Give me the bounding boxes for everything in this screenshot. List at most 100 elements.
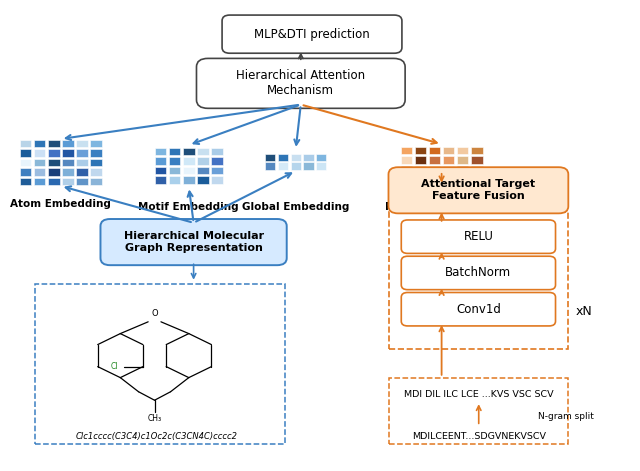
FancyBboxPatch shape [169,157,180,165]
Text: Cl: Cl [111,362,118,371]
FancyBboxPatch shape [62,168,74,176]
FancyBboxPatch shape [457,147,468,154]
FancyBboxPatch shape [62,159,74,166]
FancyBboxPatch shape [211,148,223,155]
FancyBboxPatch shape [211,176,223,184]
FancyBboxPatch shape [401,256,556,290]
FancyBboxPatch shape [457,175,468,183]
FancyBboxPatch shape [471,147,483,154]
Text: Attentional Target
Feature Fusion: Attentional Target Feature Fusion [421,179,536,201]
FancyBboxPatch shape [443,147,454,154]
FancyBboxPatch shape [34,159,45,166]
FancyBboxPatch shape [197,176,209,184]
FancyBboxPatch shape [429,175,440,183]
FancyBboxPatch shape [401,220,556,253]
Text: MDI DIL ILC LCE ...KVS VSC SCV: MDI DIL ILC LCE ...KVS VSC SCV [404,390,554,399]
FancyBboxPatch shape [34,149,45,157]
FancyBboxPatch shape [265,162,275,170]
FancyBboxPatch shape [401,147,412,154]
FancyBboxPatch shape [316,162,326,170]
FancyBboxPatch shape [90,159,102,166]
FancyBboxPatch shape [457,166,468,173]
FancyBboxPatch shape [76,149,88,157]
FancyBboxPatch shape [211,167,223,174]
FancyBboxPatch shape [34,168,45,176]
FancyBboxPatch shape [265,154,275,161]
FancyBboxPatch shape [429,147,440,154]
FancyBboxPatch shape [291,154,301,161]
FancyBboxPatch shape [429,166,440,173]
Text: xN: xN [576,305,593,318]
Text: O: O [151,309,158,318]
FancyBboxPatch shape [76,178,88,185]
FancyBboxPatch shape [443,166,454,173]
FancyBboxPatch shape [48,159,60,166]
FancyBboxPatch shape [90,178,102,185]
FancyBboxPatch shape [278,154,288,161]
FancyBboxPatch shape [48,168,60,176]
FancyBboxPatch shape [90,168,102,176]
FancyBboxPatch shape [76,159,88,166]
Text: Protein Embedding: Protein Embedding [385,202,498,211]
FancyBboxPatch shape [291,162,301,170]
FancyBboxPatch shape [155,167,166,174]
FancyBboxPatch shape [401,292,556,326]
FancyBboxPatch shape [471,175,483,183]
FancyBboxPatch shape [278,162,288,170]
FancyBboxPatch shape [62,149,74,157]
FancyBboxPatch shape [222,15,402,53]
FancyBboxPatch shape [429,156,440,164]
FancyBboxPatch shape [20,178,31,185]
FancyBboxPatch shape [34,140,45,147]
FancyBboxPatch shape [169,148,180,155]
FancyBboxPatch shape [471,156,483,164]
FancyBboxPatch shape [443,156,454,164]
FancyBboxPatch shape [90,140,102,147]
FancyBboxPatch shape [76,140,88,147]
Text: BatchNorm: BatchNorm [445,267,511,279]
FancyBboxPatch shape [415,156,426,164]
FancyBboxPatch shape [183,148,195,155]
FancyBboxPatch shape [471,166,483,173]
FancyBboxPatch shape [62,178,74,185]
FancyBboxPatch shape [20,149,31,157]
FancyBboxPatch shape [169,176,180,184]
Text: Global Embedding: Global Embedding [242,202,349,211]
FancyBboxPatch shape [62,140,74,147]
FancyBboxPatch shape [401,166,412,173]
FancyBboxPatch shape [155,157,166,165]
FancyBboxPatch shape [48,140,60,147]
FancyBboxPatch shape [415,175,426,183]
FancyBboxPatch shape [169,167,180,174]
FancyBboxPatch shape [34,178,45,185]
FancyBboxPatch shape [316,154,326,161]
Text: Clc1cccc(C3C4)c1Oc2c(C3CN4C)cccc2: Clc1cccc(C3C4)c1Oc2c(C3CN4C)cccc2 [76,432,238,441]
FancyBboxPatch shape [415,147,426,154]
FancyBboxPatch shape [197,167,209,174]
FancyBboxPatch shape [197,148,209,155]
FancyBboxPatch shape [183,167,195,174]
Text: MDILCEENT...SDGVNEKVSCV: MDILCEENT...SDGVNEKVSCV [412,432,546,441]
Text: Motif Embedding: Motif Embedding [138,202,239,211]
FancyBboxPatch shape [20,140,31,147]
FancyBboxPatch shape [100,219,287,265]
FancyBboxPatch shape [443,175,454,183]
FancyBboxPatch shape [303,162,314,170]
Text: Atom Embedding: Atom Embedding [10,199,111,209]
FancyBboxPatch shape [457,156,468,164]
FancyBboxPatch shape [155,176,166,184]
FancyBboxPatch shape [155,148,166,155]
Text: N-gram split: N-gram split [538,412,593,422]
FancyBboxPatch shape [20,168,31,176]
FancyBboxPatch shape [20,159,31,166]
FancyBboxPatch shape [183,157,195,165]
Text: RELU: RELU [463,230,493,243]
Text: CH₃: CH₃ [147,414,162,423]
FancyBboxPatch shape [388,167,568,213]
FancyBboxPatch shape [48,178,60,185]
FancyBboxPatch shape [76,168,88,176]
FancyBboxPatch shape [401,175,412,183]
Text: Hierarchical Attention
Mechanism: Hierarchical Attention Mechanism [236,69,365,97]
FancyBboxPatch shape [196,58,405,108]
Text: MLP&DTI prediction: MLP&DTI prediction [254,28,370,41]
